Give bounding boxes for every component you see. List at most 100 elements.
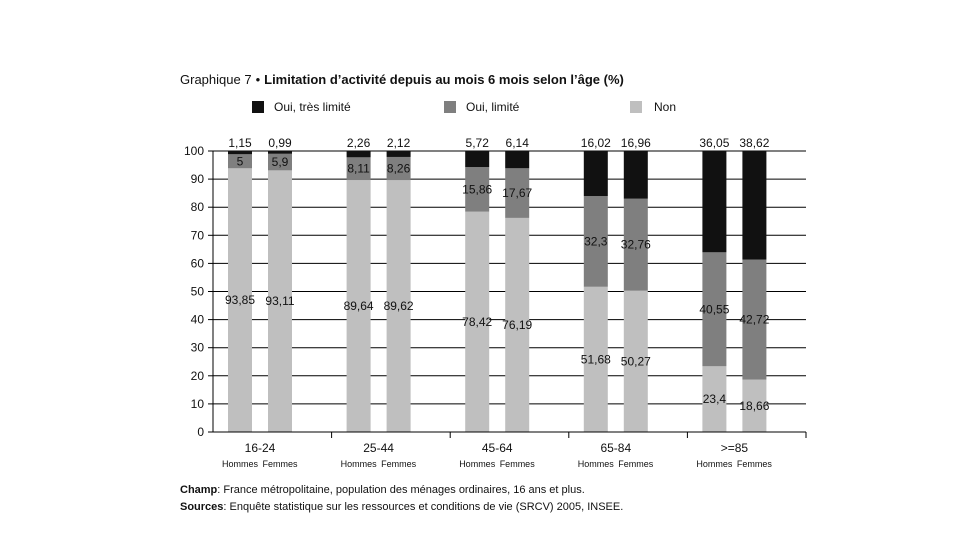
chart-title: Graphique 7 • Limitation d’activité depuis… — [180, 72, 624, 87]
bar-segment — [623, 151, 648, 199]
bar-segment — [346, 180, 371, 432]
y-tick-label-90: 90 — [191, 172, 205, 186]
y-tick-label-80: 80 — [191, 200, 205, 214]
bar-segment — [702, 366, 727, 432]
x-subcategory-label: Hommes — [578, 459, 615, 469]
legend-item-limite: Oui, limité — [444, 100, 519, 114]
footnote-champ: Champ: France métropolitaine, population… — [180, 484, 585, 496]
legend-label-limite: Oui, limité — [466, 100, 520, 114]
data-label: 89,62 — [384, 299, 414, 313]
data-label: 42,72 — [739, 313, 769, 327]
legend-label-non: Non — [654, 100, 677, 114]
legend-swatch-limite — [444, 101, 456, 113]
bar-segment — [465, 167, 490, 212]
bar-segment — [228, 151, 252, 155]
bar-segment — [386, 151, 411, 157]
data-label: 40,55 — [699, 302, 729, 316]
bar-segment — [346, 151, 371, 158]
data-label: 18,66 — [739, 399, 769, 413]
bar-segment — [268, 153, 292, 171]
data-label: 32,3 — [584, 234, 608, 248]
x-group-label: >=85 — [721, 441, 749, 455]
x-group-label: 25-44 — [363, 441, 394, 455]
data-label: 89,64 — [344, 299, 374, 313]
x-subcategory-label: Hommes — [696, 459, 733, 469]
data-label: 16,96 — [621, 136, 651, 150]
data-label: 93,85 — [225, 293, 255, 307]
legend-swatch-tres-limite — [252, 101, 264, 113]
x-subcategory-label: Hommes — [222, 459, 259, 469]
bar-segment — [583, 196, 608, 287]
x-group-label: 16-24 — [245, 441, 276, 455]
chart-title-main: Limitation d’activité depuis au mois 6 m… — [264, 72, 624, 87]
legend-item-non: Non — [630, 100, 676, 114]
x-subcategory-label: Hommes — [459, 459, 496, 469]
x-subcategory-label: Femmes — [618, 459, 654, 469]
data-label: 23,4 — [703, 392, 727, 406]
bar-segment — [386, 180, 411, 432]
y-tick-label-40: 40 — [191, 313, 205, 327]
footnote-sources-label: Sources — [180, 501, 224, 513]
bar-segment — [702, 252, 727, 367]
footnote-champ-text: : France métropolitaine, population des … — [217, 484, 585, 496]
data-label: 2,26 — [347, 136, 371, 150]
bar-segment — [583, 286, 608, 432]
y-tick-label-20: 20 — [191, 369, 205, 383]
bar-segment — [465, 211, 490, 432]
bar-segment — [386, 156, 411, 181]
x-subcategory-label: Hommes — [341, 459, 378, 469]
y-tick-label-60: 60 — [191, 256, 205, 270]
data-label: 93,11 — [265, 294, 294, 308]
data-label: 16,02 — [581, 136, 611, 150]
data-label: 51,68 — [581, 352, 611, 366]
bar-segment — [742, 151, 767, 260]
data-label: 6,14 — [506, 136, 530, 150]
chart-title-separator: • — [255, 72, 261, 87]
y-tick-label-0: 0 — [197, 425, 204, 439]
x-subcategory-label: Femmes — [262, 459, 298, 469]
data-label: 36,05 — [699, 136, 729, 150]
y-tick-label-70: 70 — [191, 228, 205, 242]
bar-segment — [623, 198, 648, 291]
x-group-label: 45-64 — [482, 441, 513, 455]
footnote-sources: Sources: Enquête statistique sur les res… — [180, 501, 623, 513]
data-label: 5,72 — [466, 136, 490, 150]
footnote-champ-label: Champ — [180, 484, 218, 496]
data-label: 5,9 — [272, 155, 289, 169]
footnote-sources-text: : Enquête statistique sur les ressources… — [223, 501, 624, 513]
data-label: 50,27 — [621, 354, 651, 368]
y-tick-label-30: 30 — [191, 341, 205, 355]
bar-segment — [505, 151, 530, 169]
bar-segment — [268, 170, 292, 432]
chart-title-prefix: Graphique 7 — [180, 72, 252, 87]
legend-item-tres-limite: Oui, très limité — [252, 100, 351, 114]
data-label: 38,62 — [739, 136, 769, 150]
bar-segment — [505, 217, 530, 432]
y-tick-label-10: 10 — [191, 397, 205, 411]
data-label: 5 — [237, 154, 244, 168]
bar-segment — [583, 151, 608, 197]
y-tick-label-100: 100 — [184, 144, 204, 158]
x-subcategory-label: Femmes — [381, 459, 417, 469]
bar-segment — [742, 379, 767, 432]
x-subcategory-label: Femmes — [500, 459, 536, 469]
data-label: 2,12 — [387, 136, 411, 150]
bar-segment — [228, 168, 252, 432]
y-tick-label-50: 50 — [191, 285, 205, 299]
bar-segment — [623, 290, 648, 432]
legend-label-tres-limite: Oui, très limité — [274, 100, 351, 114]
x-subcategory-label: Femmes — [737, 459, 773, 469]
bar-segment — [228, 154, 252, 169]
bar-segment — [505, 168, 530, 218]
data-label: 32,76 — [621, 238, 651, 252]
data-label: 8,26 — [387, 162, 411, 176]
x-group-label: 65-84 — [600, 441, 631, 455]
data-label: 76,19 — [502, 318, 532, 332]
data-label: 15,86 — [462, 182, 492, 196]
data-label: 17,67 — [502, 186, 532, 200]
legend-swatch-non — [630, 101, 642, 113]
bar-segment — [702, 151, 727, 253]
data-label: 78,42 — [462, 315, 492, 329]
bar-segment — [742, 259, 767, 380]
